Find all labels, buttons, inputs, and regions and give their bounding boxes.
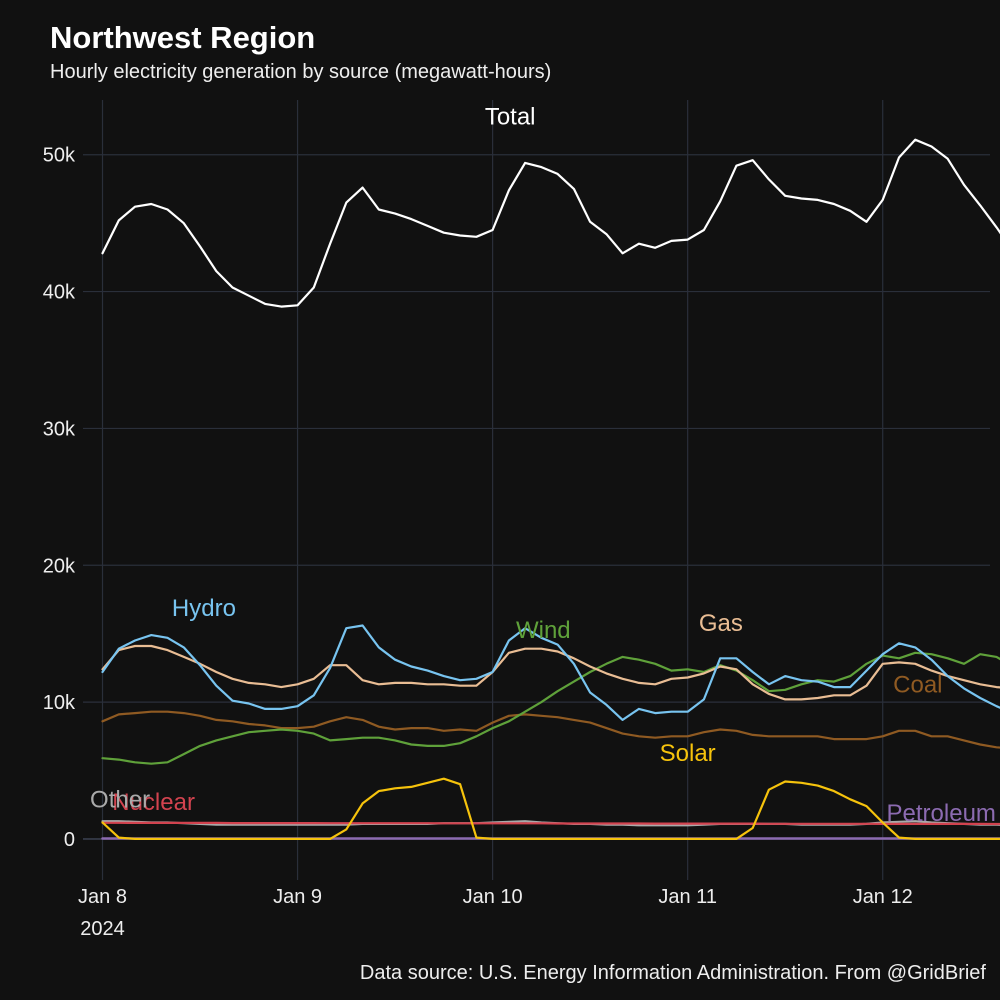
y-tick-label: 20k xyxy=(43,555,76,577)
series-label-solar: Solar xyxy=(660,740,716,767)
series-line-gas xyxy=(101,644,1000,701)
series-label-gas: Gas xyxy=(699,610,743,637)
chart-subtitle: Hourly electricity generation by source … xyxy=(50,61,552,83)
x-tick-label: Jan 12 xyxy=(853,886,913,908)
y-tick-label: 40k xyxy=(43,282,76,304)
y-tick-label: 10k xyxy=(43,692,76,714)
series-label-total: Total xyxy=(485,104,536,131)
series-line-nuclear xyxy=(101,821,1000,826)
series-line-solar xyxy=(101,777,1000,841)
x-tick-label: Jan 11 xyxy=(658,886,717,908)
tick-layer: 0 10k 20k 30k 40k 50k Jan 8 2024 Jan 9 Jan 10 Jan … xyxy=(43,145,913,940)
x-tick-sublabel: 2024 xyxy=(80,918,125,940)
y-tick-label: 30k xyxy=(43,418,76,440)
data-source-note: Data source: U.S. Energy Information Adm… xyxy=(359,962,986,984)
series-line-wind xyxy=(101,651,1000,765)
series-label-wind: Wind xyxy=(516,617,571,644)
grid-layer xyxy=(83,100,990,880)
y-tick-label: 50k xyxy=(43,145,76,167)
series-label-hydro: Hydro xyxy=(172,595,236,622)
series-label-petroleum: Petroleum xyxy=(887,800,996,827)
x-tick-label: Jan 8 xyxy=(78,886,127,908)
series-layer xyxy=(101,138,1000,841)
series-line-hydro xyxy=(101,624,1000,722)
series-label-nuclear: Nuclear xyxy=(112,789,195,816)
x-tick-label: Jan 9 xyxy=(273,886,322,908)
series-label-other: Other xyxy=(90,786,150,813)
chart-title: Northwest Region xyxy=(50,20,316,55)
series-label-coal: Coal xyxy=(893,672,942,699)
x-tick-label: Jan 10 xyxy=(463,886,523,908)
series-line-coal xyxy=(101,710,1000,749)
series-line-total xyxy=(101,138,1000,308)
y-tick-label: 0 xyxy=(64,829,75,851)
